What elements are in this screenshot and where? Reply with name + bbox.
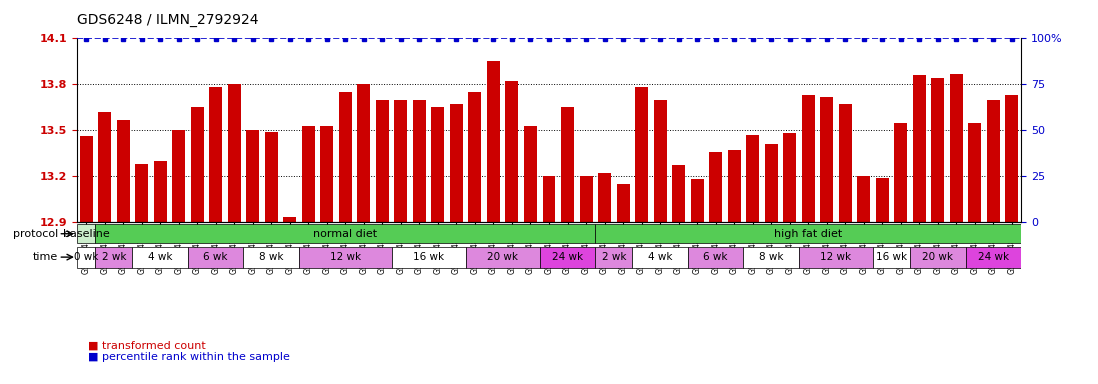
Bar xyxy=(598,173,610,384)
Bar xyxy=(691,179,704,384)
Text: 12 wk: 12 wk xyxy=(820,252,852,262)
Bar xyxy=(135,164,148,384)
Bar xyxy=(743,247,799,268)
Text: ■ percentile rank within the sample: ■ percentile rank within the sample xyxy=(88,352,290,362)
FancyArrow shape xyxy=(96,224,595,243)
Bar xyxy=(413,99,426,384)
Text: protocol: protocol xyxy=(13,229,58,239)
Text: 8 wk: 8 wk xyxy=(259,252,283,262)
Bar xyxy=(376,99,389,384)
Bar xyxy=(392,247,466,268)
Bar xyxy=(98,112,111,384)
Bar xyxy=(191,107,204,384)
Bar xyxy=(357,84,370,384)
Text: time: time xyxy=(33,252,58,262)
Bar xyxy=(820,96,833,384)
Bar xyxy=(466,247,540,268)
Text: 2 wk: 2 wk xyxy=(102,252,126,262)
Bar xyxy=(987,99,1000,384)
Bar xyxy=(672,166,685,384)
Bar xyxy=(321,126,334,384)
Text: 4 wk: 4 wk xyxy=(648,252,672,262)
Bar xyxy=(580,176,593,384)
Bar xyxy=(116,119,130,384)
Text: GDS6248 / ILMN_2792924: GDS6248 / ILMN_2792924 xyxy=(77,13,258,27)
FancyArrow shape xyxy=(77,224,96,243)
Text: 16 wk: 16 wk xyxy=(876,252,907,262)
Bar xyxy=(783,133,796,384)
Bar xyxy=(1006,95,1018,384)
Bar xyxy=(632,247,687,268)
Text: ■ transformed count: ■ transformed count xyxy=(88,341,205,351)
Bar xyxy=(728,150,741,384)
Bar xyxy=(858,176,871,384)
Bar xyxy=(133,247,188,268)
Bar xyxy=(540,247,595,268)
Bar xyxy=(524,126,537,384)
Text: 8 wk: 8 wk xyxy=(759,252,784,262)
Bar xyxy=(839,104,852,384)
Bar xyxy=(505,81,518,384)
Text: 2 wk: 2 wk xyxy=(602,252,626,262)
Text: baseline: baseline xyxy=(63,229,110,239)
Bar xyxy=(172,130,186,384)
Text: 6 wk: 6 wk xyxy=(704,252,728,262)
Text: 6 wk: 6 wk xyxy=(203,252,228,262)
Bar xyxy=(617,184,629,384)
Bar xyxy=(339,92,351,384)
Bar xyxy=(299,247,392,268)
Bar xyxy=(894,122,907,384)
Bar xyxy=(635,88,648,384)
Bar xyxy=(488,61,500,384)
Text: 16 wk: 16 wk xyxy=(413,252,445,262)
Text: 24 wk: 24 wk xyxy=(552,252,583,262)
FancyArrow shape xyxy=(595,224,1021,243)
Bar xyxy=(469,92,481,384)
Bar xyxy=(154,161,167,384)
Bar xyxy=(96,247,133,268)
Text: 20 wk: 20 wk xyxy=(488,252,518,262)
Bar xyxy=(799,247,873,268)
Bar xyxy=(802,95,815,384)
Text: 20 wk: 20 wk xyxy=(922,252,953,262)
Bar xyxy=(244,247,299,268)
Bar xyxy=(265,132,278,384)
Bar xyxy=(80,136,92,384)
Bar xyxy=(910,247,965,268)
Bar xyxy=(876,178,888,384)
Bar xyxy=(450,104,463,384)
Text: high fat diet: high fat diet xyxy=(774,229,842,239)
Bar xyxy=(227,84,240,384)
Text: 4 wk: 4 wk xyxy=(148,252,172,262)
Bar xyxy=(687,247,743,268)
Bar xyxy=(561,107,574,384)
Bar xyxy=(747,135,759,384)
Bar xyxy=(873,247,910,268)
Bar xyxy=(912,75,926,384)
Bar xyxy=(965,247,1021,268)
Bar xyxy=(394,99,407,384)
Text: normal diet: normal diet xyxy=(313,229,378,239)
Text: 12 wk: 12 wk xyxy=(329,252,361,262)
Text: 0 wk: 0 wk xyxy=(74,252,99,262)
Bar xyxy=(432,107,445,384)
Bar xyxy=(542,176,556,384)
Bar xyxy=(709,152,722,384)
Bar xyxy=(595,247,632,268)
Bar xyxy=(246,130,259,384)
Bar xyxy=(764,144,777,384)
Bar xyxy=(968,122,982,384)
Text: 24 wk: 24 wk xyxy=(978,252,1009,262)
Bar xyxy=(931,78,944,384)
Bar xyxy=(950,74,963,384)
Bar xyxy=(210,88,222,384)
Bar xyxy=(653,99,666,384)
Bar xyxy=(77,247,96,268)
Bar xyxy=(283,217,296,384)
Bar xyxy=(302,126,315,384)
Bar xyxy=(188,247,244,268)
